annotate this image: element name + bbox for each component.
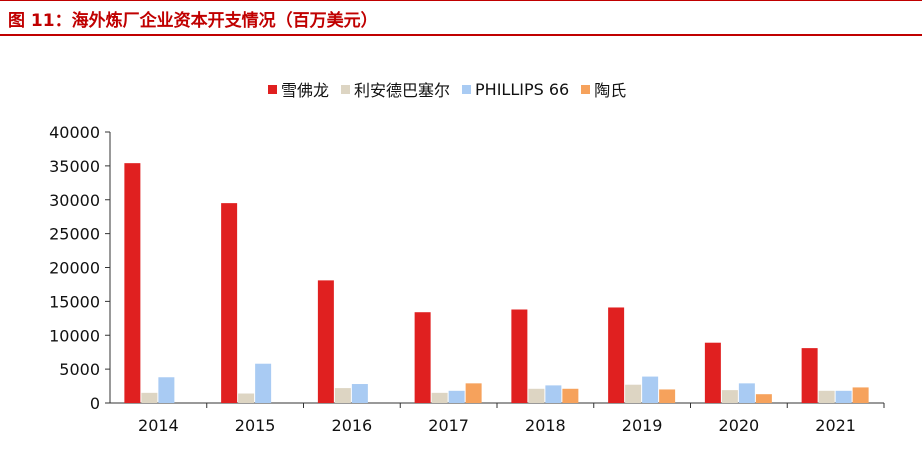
bar-PHILLIPS 66-2020	[738, 383, 755, 403]
bar-雪佛龙-2017	[414, 312, 431, 403]
legend-item-phillips66: PHILLIPS 66	[462, 80, 569, 99]
x-tick-label: 2018	[525, 416, 566, 435]
bar-利安德巴塞尔-2018	[528, 388, 545, 403]
bar-利安德巴塞尔-2021	[818, 390, 835, 403]
y-tick-label: 5000	[59, 360, 100, 379]
bar-陶氏-2021	[852, 387, 869, 403]
legend-item-chevron: 雪佛龙	[268, 77, 329, 101]
bar-利安德巴塞尔-2016	[334, 388, 351, 403]
bar-雪佛龙-2021	[801, 348, 818, 403]
bar-雪佛龙-2020	[704, 342, 721, 403]
bar-PHILLIPS 66-2021	[835, 390, 852, 403]
bar-PHILLIPS 66-2017	[448, 390, 465, 403]
top-rule	[0, 0, 922, 1]
x-tick-label: 2016	[332, 416, 373, 435]
bar-雪佛龙-2019	[608, 307, 625, 403]
x-tick-label: 2014	[138, 416, 179, 435]
bar-利安德巴塞尔-2015	[238, 393, 255, 403]
y-tick-label: 30000	[49, 191, 100, 210]
legend-swatch	[462, 84, 472, 94]
legend-label: PHILLIPS 66	[475, 79, 570, 99]
x-tick-label: 2020	[719, 416, 760, 435]
legend-item-lyondellbasell: 利安德巴塞尔	[341, 77, 450, 101]
bar-雪佛龙-2015	[221, 203, 238, 403]
bar-陶氏-2020	[755, 394, 772, 403]
bar-利安德巴塞尔-2014	[141, 392, 158, 403]
y-tick-label: 0	[90, 394, 100, 413]
x-tick-label: 2015	[235, 416, 276, 435]
bar-雪佛龙-2018	[511, 309, 528, 403]
bar-陶氏-2018	[562, 388, 579, 403]
bar-PHILLIPS 66-2019	[642, 376, 659, 403]
legend-swatch	[581, 84, 591, 94]
legend-label: 雪佛龙	[281, 81, 330, 100]
bar-陶氏-2019	[659, 389, 676, 403]
bar-PHILLIPS 66-2016	[351, 384, 368, 403]
legend-label: 利安德巴塞尔	[354, 81, 451, 100]
y-tick-label: 10000	[49, 326, 100, 345]
bar-雪佛龙-2014	[124, 163, 141, 403]
bar-PHILLIPS 66-2014	[158, 377, 175, 403]
legend-swatch	[268, 84, 277, 94]
bar-PHILLIPS 66-2015	[255, 363, 272, 403]
bar-利安德巴塞尔-2020	[721, 390, 738, 403]
page-title: 图 11：海外炼厂企业资本开支情况（百万美元）	[8, 11, 378, 31]
bar-利安德巴塞尔-2019	[625, 384, 642, 403]
title-rule	[0, 34, 922, 36]
bar-陶氏-2017	[465, 383, 482, 403]
legend-swatch	[341, 84, 351, 94]
y-tick-label: 35000	[49, 157, 100, 176]
bar-利安德巴塞尔-2017	[431, 392, 448, 403]
legend-label: 陶氏	[594, 81, 627, 100]
y-tick-label: 40000	[49, 123, 100, 142]
chart-legend: 雪佛龙 利安德巴塞尔 PHILLIPS 66 陶氏	[268, 77, 626, 101]
x-tick-label: 2019	[622, 416, 663, 435]
x-tick-label: 2021	[815, 416, 856, 435]
y-tick-label: 20000	[49, 259, 100, 278]
bar-PHILLIPS 66-2018	[545, 385, 562, 403]
legend-item-dow: 陶氏	[581, 77, 626, 101]
y-tick-label: 25000	[49, 225, 100, 244]
title-bar: 图 11：海外炼厂企业资本开支情况（百万美元）	[0, 0, 922, 36]
x-tick-label: 2017	[428, 416, 469, 435]
bar-雪佛龙-2016	[317, 280, 334, 403]
y-tick-label: 15000	[49, 292, 100, 311]
